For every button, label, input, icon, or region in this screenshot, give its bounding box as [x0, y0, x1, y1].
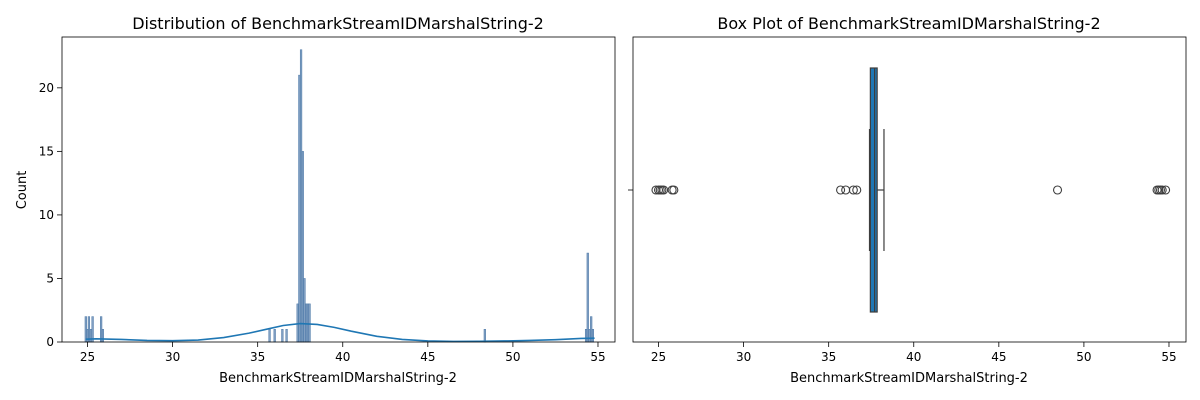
box-x-ticks: 25 30 35 40 45 50 55 — [651, 342, 1177, 364]
hist-x-tick-label-35: 35 — [250, 350, 265, 364]
hist-bars — [84, 49, 594, 343]
hist-x-tick-label-45: 45 — [420, 350, 435, 364]
hist-y-tick-label-15: 15 — [39, 144, 54, 158]
hist-bar-0 — [84, 316, 87, 343]
box-outlier-7 — [836, 185, 846, 195]
hist-x-tick-label-55: 55 — [590, 350, 605, 364]
hist-bar-14 — [301, 151, 304, 343]
hist-bar-22 — [588, 329, 591, 343]
box-x-tick-label-45: 45 — [991, 350, 1006, 364]
hist-plot-frame — [61, 36, 616, 343]
hist-x-ticks: 25 30 35 40 45 50 55 — [80, 342, 606, 364]
hist-bar-15 — [303, 278, 306, 343]
hist-y-tick-label-20: 20 — [39, 81, 54, 95]
hist-bar-20 — [584, 329, 588, 343]
hist-bar-16 — [305, 303, 308, 343]
box-shapes — [868, 67, 885, 313]
box-outlier-8 — [841, 185, 851, 195]
hist-x-axis-label: BenchmarkStreamIDMarshalString-2 — [219, 371, 457, 386]
box-x-tick-label-30: 30 — [736, 350, 751, 364]
hist-bar-19 — [483, 329, 486, 343]
box-iqr — [869, 67, 878, 313]
box-x-tick-label-35: 35 — [821, 350, 836, 364]
hist-bar-13 — [299, 49, 303, 343]
hist-bar-6 — [101, 329, 104, 343]
hist-bar-18 — [308, 303, 311, 343]
hist-x-tick-label-50: 50 — [505, 350, 520, 364]
box-outliers — [651, 185, 1171, 195]
box-plot-chart: Box Plot of BenchmarkStreamIDMarshalStri… — [628, 14, 1187, 386]
hist-bar-7 — [268, 329, 271, 343]
box-x-tick-label-55: 55 — [1161, 350, 1176, 364]
box-x-axis-label: BenchmarkStreamIDMarshalString-2 — [790, 371, 1028, 386]
hist-bar-2 — [87, 316, 90, 343]
hist-y-axis-label: Count — [15, 171, 30, 210]
box-outlier-11 — [1052, 185, 1063, 195]
box-plot-frame — [632, 36, 1187, 343]
box-x-tick-label-40: 40 — [906, 350, 921, 364]
hist-x-tick-label-40: 40 — [335, 350, 350, 364]
histogram-chart: Distribution of BenchmarkStreamIDMarshal… — [15, 14, 616, 386]
hist-y-ticks: 0 5 10 15 20 — [39, 81, 62, 349]
hist-y-tick-label-5: 5 — [46, 271, 54, 285]
hist-bar-24 — [591, 329, 594, 343]
hist-bar-12 — [298, 74, 301, 343]
hist-bar-3 — [89, 329, 93, 343]
hist-bar-21 — [586, 252, 589, 343]
hist-x-tick-label-25: 25 — [80, 350, 95, 364]
hist-x-tick-label-30: 30 — [165, 350, 180, 364]
box-x-tick-label-25: 25 — [651, 350, 666, 364]
hist-bar-17 — [306, 303, 309, 343]
hist-bar-9 — [281, 329, 284, 343]
hist-bar-10 — [285, 329, 288, 343]
box-x-tick-label-50: 50 — [1076, 350, 1091, 364]
hist-y-tick-label-0: 0 — [46, 335, 54, 349]
box-outlier-15 — [1157, 185, 1167, 195]
box-outlier-16 — [1161, 185, 1171, 195]
hist-y-tick-label-10: 10 — [39, 208, 54, 222]
box-outlier-6 — [669, 185, 679, 195]
box-outlier-9 — [848, 185, 858, 195]
box-title: Box Plot of BenchmarkStreamIDMarshalStri… — [717, 14, 1100, 33]
hist-bar-11 — [296, 303, 299, 343]
hist-bar-8 — [273, 329, 276, 343]
hist-kde-line — [85, 322, 595, 343]
box-outlier-10 — [852, 185, 862, 195]
hist-title: Distribution of BenchmarkStreamIDMarshal… — [132, 14, 544, 33]
